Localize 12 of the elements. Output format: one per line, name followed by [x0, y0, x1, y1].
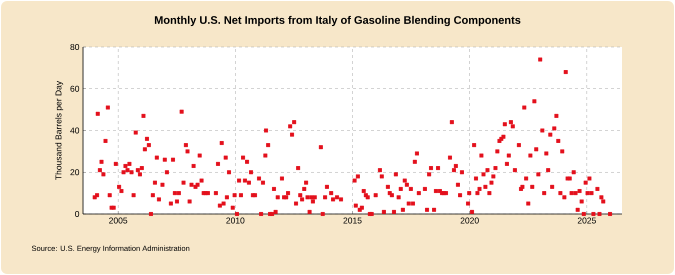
y-tick-label: 80 — [70, 44, 80, 50]
y-tick-label: 40 — [70, 127, 80, 134]
y-tick-label: 20 — [70, 169, 80, 176]
x-tick-label: 2015 — [343, 218, 362, 224]
y-axis-title: Thousand Barrels per Day — [55, 80, 64, 180]
y-tick-label: 0 — [75, 210, 80, 217]
y-tick-label: 60 — [70, 86, 80, 92]
x-tick-label: 2025 — [578, 218, 596, 224]
x-tick-label: 2005 — [109, 218, 128, 224]
x-tick-label: 2010 — [226, 218, 244, 224]
x-tick-label: 2020 — [460, 218, 479, 224]
chart-title: Monthly U.S. Net Imports from Italy of Gasoline Blending Components — [154, 16, 520, 26]
